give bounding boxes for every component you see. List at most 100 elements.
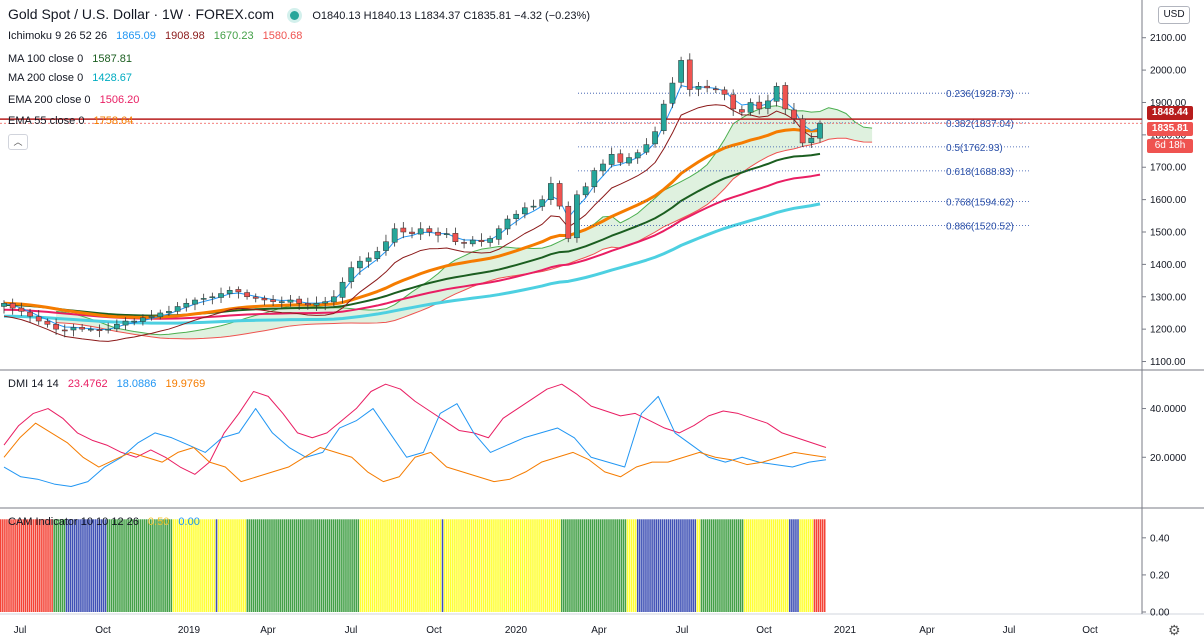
cam-bar [304, 519, 306, 612]
cam-bar [546, 519, 549, 612]
cam-bar [447, 519, 450, 612]
cam-bar [131, 519, 134, 612]
legend-ma100[interactable]: MA 100 close 0 1587.81 [8, 53, 138, 65]
cam-bar [158, 519, 160, 612]
cam-bar [283, 519, 286, 612]
cam-bar [195, 519, 197, 612]
cam-bar [402, 519, 405, 612]
cam-bar [696, 519, 699, 612]
cam-bar [708, 519, 711, 612]
currency-button[interactable]: USD [1158, 6, 1190, 24]
legend-cam[interactable]: CAM Indicator 10 10 12 26 0.50 0.00 [8, 516, 206, 528]
cam-bar [26, 519, 29, 612]
cam-bar [538, 519, 540, 612]
cam-bar [423, 519, 425, 612]
cam-bar [365, 519, 368, 612]
cam-bar [24, 519, 27, 612]
price-tick-label: 1700.00 [1150, 163, 1187, 174]
cam-bar [267, 519, 269, 612]
cam-bar [34, 519, 37, 612]
fib-level-label: 0.236(1928.73) [946, 89, 1014, 100]
cam-bar [739, 519, 742, 612]
cam-bar [686, 519, 688, 612]
cam-bar [733, 519, 736, 612]
cam-bar [819, 519, 822, 612]
cam-bar [597, 519, 600, 612]
cam-bar [36, 519, 39, 612]
cam-bar [458, 519, 460, 612]
cam-bar [791, 519, 793, 612]
candle-body [96, 329, 103, 332]
price-tick-label: 1500.00 [1150, 228, 1187, 239]
cam-bar [8, 519, 10, 612]
cam-bar [347, 519, 349, 612]
cam-bar [474, 519, 477, 612]
cam-bar [501, 519, 503, 612]
cam-bar [589, 519, 592, 612]
time-tick-label: Apr [591, 625, 607, 636]
legend-ma200[interactable]: MA 200 close 0 1428.67 [8, 72, 138, 84]
legend-ema55[interactable]: EMA 55 close 0 1758.64 [8, 115, 139, 127]
cam-bar [228, 519, 230, 612]
cam-bar [515, 519, 518, 612]
cam-bar [271, 519, 273, 612]
cam-bar [536, 519, 538, 612]
cam-bar [593, 519, 596, 612]
cam-bar [659, 519, 662, 612]
candle-body [730, 94, 737, 110]
candle-body [695, 86, 702, 90]
cam-bar [71, 519, 74, 612]
cam-bar [263, 519, 265, 612]
cam-bar [439, 519, 442, 612]
cam-bar [291, 519, 294, 612]
candle-body [600, 163, 606, 172]
candle-body [226, 290, 233, 294]
candle-body [166, 311, 172, 314]
cam-bar [0, 519, 2, 612]
cam-bar [382, 519, 384, 612]
cam-bar [135, 519, 138, 612]
legend-value: 18.0886 [116, 378, 157, 390]
cam-bar [345, 519, 347, 612]
cam-bar [641, 519, 643, 612]
cam-bar [246, 519, 249, 612]
cam-bar [470, 519, 473, 612]
cam-bar [217, 519, 220, 612]
candle-body [322, 301, 329, 304]
cam-bar [367, 519, 370, 612]
cam-bar [254, 519, 257, 612]
cam-bar [452, 519, 454, 612]
candle-body [339, 281, 346, 298]
legend-ichimoku[interactable]: Ichimoku 9 26 52 26 1865.09 1908.98 1670… [8, 30, 308, 42]
cam-bar [28, 519, 31, 612]
legend-dmi[interactable]: DMI 14 14 23.4762 18.0886 19.9769 [8, 378, 211, 390]
cam-bar [413, 519, 415, 612]
cam-bar [694, 519, 697, 612]
cam-bar [398, 519, 401, 612]
cam-bar [213, 519, 216, 612]
candle-body [409, 231, 415, 234]
cam-bar [793, 519, 795, 612]
collapse-legend-button[interactable]: ︿ [8, 134, 28, 150]
cam-bar [799, 519, 801, 612]
cam-bar [137, 519, 140, 612]
candle-body [27, 311, 33, 317]
cam-bar [184, 519, 187, 612]
cam-bar [123, 519, 125, 612]
legend-value: 1758.64 [93, 115, 134, 127]
legend-ema200[interactable]: EMA 200 close 0 1506.20 [8, 94, 145, 106]
cam-bar [503, 519, 505, 612]
candle-body [747, 102, 754, 113]
candle-body [513, 213, 520, 219]
candle-body [157, 312, 164, 318]
cam-bar [78, 519, 80, 612]
cam-bar [599, 519, 602, 612]
candle-body [331, 296, 337, 303]
candle-body [782, 85, 789, 110]
time-tick-label: Jul [14, 625, 27, 636]
gear-icon[interactable]: ⚙ [1168, 622, 1181, 638]
cam-bar [357, 519, 360, 612]
symbol-label[interactable]: Gold Spot / U.S. Dollar · 1W · FOREX.com [8, 6, 275, 22]
cam-bar [801, 519, 803, 612]
